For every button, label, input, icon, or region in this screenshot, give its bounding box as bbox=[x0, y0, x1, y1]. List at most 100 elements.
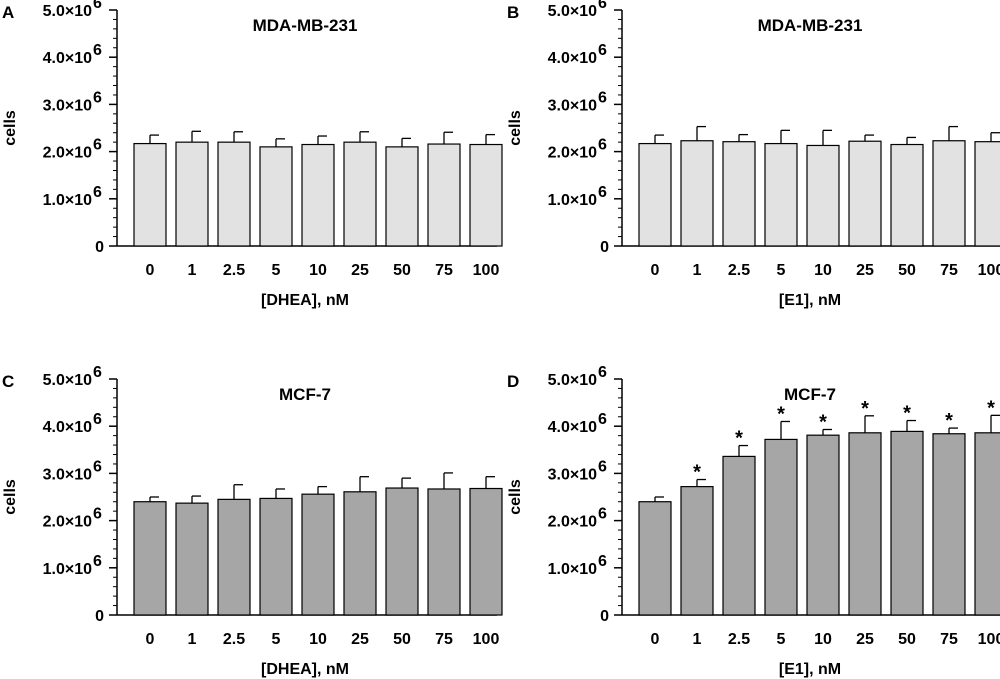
x-tick-label: 1 bbox=[188, 631, 197, 648]
bar bbox=[722, 455, 756, 616]
x-axis-label: [DHEA], nM bbox=[261, 661, 349, 678]
bar bbox=[848, 432, 882, 616]
y-tick-exponent: 6 bbox=[598, 458, 607, 475]
bar bbox=[175, 502, 209, 616]
chart-title: MCF-7 bbox=[279, 385, 331, 404]
x-tick-label: 100 bbox=[473, 262, 500, 279]
panel-letter: D bbox=[507, 372, 519, 391]
x-tick-label: 1 bbox=[693, 262, 702, 279]
y-tick-exponent: 6 bbox=[598, 411, 607, 428]
significance-marker: * bbox=[735, 428, 743, 450]
significance-marker: * bbox=[777, 403, 785, 425]
bar bbox=[680, 486, 714, 616]
x-tick-label: 100 bbox=[473, 631, 500, 648]
x-tick-label: 50 bbox=[393, 262, 411, 279]
x-tick-label: 75 bbox=[940, 262, 958, 279]
y-tick-exponent: 6 bbox=[93, 411, 102, 428]
x-tick-label: 100 bbox=[978, 631, 1000, 648]
panel-letter: B bbox=[507, 3, 519, 22]
y-tick-exponent: 6 bbox=[598, 0, 607, 12]
x-tick-label: 50 bbox=[898, 262, 916, 279]
bar bbox=[427, 488, 461, 616]
bar bbox=[469, 143, 503, 247]
x-tick-label: 5 bbox=[777, 631, 786, 648]
y-tick-exponent: 6 bbox=[93, 458, 102, 475]
bar bbox=[301, 493, 335, 616]
x-tick-label: 25 bbox=[856, 631, 874, 648]
chart-title: MDA-MB-231 bbox=[758, 16, 863, 35]
x-tick-label: 50 bbox=[393, 631, 411, 648]
y-tick-label: 2.0×10 bbox=[548, 145, 597, 162]
y-tick-exponent: 6 bbox=[598, 184, 607, 201]
bar bbox=[638, 142, 672, 247]
y-tick-label: 4.0×10 bbox=[43, 50, 92, 67]
y-tick-exponent: 6 bbox=[93, 42, 102, 59]
y-tick-label: 4.0×10 bbox=[548, 419, 597, 436]
x-axis-label: [DHEA], nM bbox=[261, 292, 349, 309]
significance-marker: * bbox=[861, 398, 869, 420]
bar bbox=[764, 142, 798, 247]
bar bbox=[890, 143, 924, 247]
x-tick-label: 5 bbox=[272, 262, 281, 279]
bar bbox=[259, 497, 293, 616]
x-tick-label: 5 bbox=[777, 262, 786, 279]
bar bbox=[469, 487, 503, 616]
y-tick-exponent: 6 bbox=[598, 89, 607, 106]
significance-marker: * bbox=[945, 410, 953, 432]
bar bbox=[890, 430, 924, 616]
y-axis-label: cells bbox=[507, 479, 524, 515]
chart-title: MDA-MB-231 bbox=[253, 16, 358, 35]
y-tick-exponent: 6 bbox=[598, 137, 607, 154]
x-tick-label: 75 bbox=[940, 631, 958, 648]
x-tick-label: 5 bbox=[272, 631, 281, 648]
x-tick-label: 100 bbox=[978, 262, 1000, 279]
bar bbox=[974, 141, 1000, 247]
bar bbox=[343, 141, 377, 247]
y-tick-label: 0 bbox=[600, 608, 609, 625]
x-tick-label: 50 bbox=[898, 631, 916, 648]
y-tick-label: 1.0×10 bbox=[548, 192, 597, 209]
bar bbox=[133, 501, 167, 616]
bar bbox=[680, 140, 714, 247]
x-tick-label: 75 bbox=[435, 262, 453, 279]
bar bbox=[974, 432, 1000, 616]
y-tick-exponent: 6 bbox=[598, 42, 607, 59]
x-tick-label: 2.5 bbox=[223, 262, 245, 279]
y-tick-label: 3.0×10 bbox=[43, 466, 92, 483]
significance-marker: * bbox=[903, 403, 911, 425]
bar bbox=[764, 438, 798, 616]
y-tick-label: 2.0×10 bbox=[43, 514, 92, 531]
bar bbox=[301, 143, 335, 247]
bar bbox=[217, 141, 251, 247]
significance-marker: * bbox=[987, 397, 995, 419]
x-axis-label: [E1], nM bbox=[779, 292, 841, 309]
y-tick-label: 3.0×10 bbox=[43, 97, 92, 114]
y-axis-label: cells bbox=[507, 110, 524, 146]
y-axis-label: cells bbox=[2, 110, 19, 146]
bar bbox=[848, 140, 882, 247]
x-tick-label: 1 bbox=[693, 631, 702, 648]
x-tick-label: 0 bbox=[651, 262, 660, 279]
bar bbox=[133, 142, 167, 247]
x-axis-label: [E1], nM bbox=[779, 661, 841, 678]
bar bbox=[722, 141, 756, 247]
y-tick-exponent: 6 bbox=[598, 553, 607, 570]
chart-title: MCF-7 bbox=[784, 385, 836, 404]
bar bbox=[806, 434, 840, 616]
bar bbox=[932, 140, 966, 247]
x-tick-label: 0 bbox=[146, 631, 155, 648]
y-tick-label: 1.0×10 bbox=[43, 561, 92, 578]
bar bbox=[385, 487, 419, 616]
x-tick-label: 2.5 bbox=[728, 262, 750, 279]
x-tick-label: 0 bbox=[651, 631, 660, 648]
panel-letter: A bbox=[2, 3, 14, 22]
significance-marker: * bbox=[693, 462, 701, 484]
y-tick-label: 2.0×10 bbox=[548, 514, 597, 531]
bar bbox=[385, 146, 419, 247]
y-tick-label: 0 bbox=[95, 608, 104, 625]
x-tick-label: 10 bbox=[309, 631, 327, 648]
